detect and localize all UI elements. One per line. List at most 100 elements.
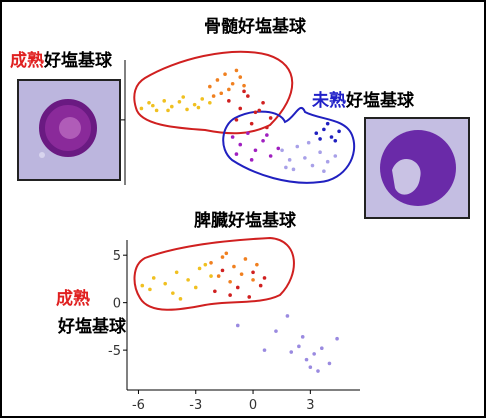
point: [261, 139, 265, 143]
annotation-part: 好塩基球: [43, 50, 113, 71]
point: [311, 164, 315, 168]
point: [259, 284, 263, 288]
annotation: 未熟好塩基球: [311, 90, 415, 111]
point: [208, 85, 212, 89]
figure: 550-5-6-303 骨髄好塩基球 成熟好塩基球 未熟好塩基球 脾臓好塩基球 …: [0, 0, 486, 418]
point: [194, 286, 198, 290]
y-tick-label: 0: [113, 297, 121, 312]
point: [231, 82, 235, 86]
point: [318, 150, 322, 154]
point: [276, 147, 280, 151]
x-tick-label: -6: [132, 398, 145, 413]
cell-image: [18, 80, 120, 180]
cell-image: [365, 118, 469, 218]
y-tick-label: 5: [113, 249, 121, 264]
point: [147, 101, 151, 105]
point: [274, 329, 278, 333]
point: [200, 97, 204, 101]
point: [209, 274, 213, 278]
point: [316, 369, 320, 373]
point: [333, 139, 337, 143]
point: [151, 104, 155, 108]
point: [225, 251, 229, 255]
panel-title: 脾臓好塩基球: [194, 210, 297, 231]
point: [238, 143, 242, 147]
point: [289, 350, 293, 354]
point: [178, 100, 182, 104]
point: [209, 261, 213, 265]
point: [204, 263, 208, 267]
annotation-part: 未熟: [311, 90, 346, 111]
point: [238, 75, 242, 79]
point: [251, 278, 255, 282]
point: [286, 314, 290, 318]
point: [280, 149, 284, 153]
point: [228, 293, 232, 297]
point: [166, 109, 170, 113]
point: [208, 101, 212, 105]
point: [181, 95, 185, 99]
point: [242, 90, 246, 94]
point: [320, 346, 324, 350]
point: [335, 337, 339, 341]
point: [193, 103, 197, 107]
point: [261, 101, 265, 105]
annotation: 成熟好塩基球: [10, 50, 113, 71]
point: [235, 152, 239, 156]
point: [257, 109, 261, 113]
point: [212, 94, 216, 98]
point: [328, 362, 332, 366]
point: [223, 72, 227, 76]
point: [303, 156, 307, 160]
point: [318, 137, 322, 141]
point: [227, 99, 231, 103]
point: [242, 84, 246, 88]
point: [305, 358, 309, 362]
y-tick-label: -5: [108, 344, 121, 359]
point: [228, 280, 232, 284]
point: [265, 126, 269, 130]
point: [265, 133, 269, 137]
point: [235, 69, 239, 73]
point: [185, 108, 189, 112]
point: [236, 324, 240, 328]
point: [240, 272, 244, 276]
point: [175, 270, 179, 274]
point: [221, 255, 225, 259]
point: [213, 289, 217, 293]
point: [179, 297, 183, 301]
point: [263, 348, 267, 352]
point: [250, 122, 254, 126]
point: [247, 295, 251, 299]
point: [309, 365, 313, 369]
point: [244, 257, 248, 261]
point: [216, 78, 220, 82]
point: [217, 274, 221, 278]
x-tick-label: 0: [249, 398, 257, 413]
point: [140, 107, 144, 111]
point: [288, 158, 292, 162]
point: [148, 288, 152, 292]
point: [292, 168, 296, 172]
point: [246, 131, 250, 135]
point: [295, 145, 299, 149]
point: [269, 116, 273, 120]
point: [221, 269, 225, 273]
x-tick-label: 3: [306, 398, 314, 413]
point: [263, 276, 267, 280]
annotation: 成熟: [56, 288, 90, 309]
point: [254, 110, 258, 114]
point: [171, 291, 175, 295]
point: [326, 160, 330, 164]
point: [251, 270, 255, 274]
annotation-part: 成熟: [10, 50, 44, 71]
point: [198, 267, 202, 271]
point: [235, 118, 239, 122]
panel-title: 骨髄好塩基球: [204, 16, 307, 37]
point: [231, 135, 235, 139]
point: [322, 128, 326, 132]
point: [314, 131, 318, 135]
x-tick-label: -3: [189, 398, 202, 413]
point: [326, 122, 330, 126]
point: [219, 91, 223, 95]
